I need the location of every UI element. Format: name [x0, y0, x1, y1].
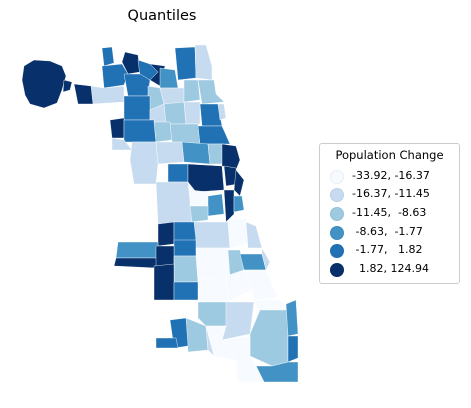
map-area — [227, 217, 249, 249]
map-area — [193, 221, 231, 249]
map-area — [155, 141, 185, 165]
map-area — [223, 189, 235, 223]
map-area — [183, 79, 201, 103]
map-area — [197, 301, 229, 327]
legend-label: -11.45, -8.63 — [352, 206, 427, 219]
map-area — [155, 337, 179, 349]
map-area — [129, 141, 159, 185]
map-area — [195, 247, 231, 281]
map-area — [197, 125, 231, 145]
map-area — [113, 257, 159, 269]
legend-swatch — [330, 226, 344, 240]
map-area — [221, 301, 255, 341]
legend-item: 1.82, 124.94 — [330, 262, 460, 278]
legend-label: -33.92, -16.37 — [352, 169, 430, 182]
map-area — [123, 119, 157, 143]
legend-title: Population Change — [335, 148, 444, 162]
map-title: Quantiles — [127, 8, 197, 24]
map-area — [239, 253, 267, 271]
map-area — [62, 79, 73, 93]
map-area — [261, 247, 271, 271]
legend: Population Change -33.92, -16.37 -16.37,… — [319, 143, 460, 284]
map-area — [187, 163, 225, 193]
map-area — [197, 277, 229, 303]
map-area — [153, 121, 173, 143]
legend-swatch — [330, 170, 344, 184]
map-area — [173, 281, 199, 301]
map-area — [159, 67, 179, 89]
map-area — [169, 123, 201, 145]
community-areas — [21, 44, 299, 383]
legend-item: -11.45, -8.63 — [330, 206, 460, 222]
legend-swatch — [330, 188, 344, 202]
map-area — [163, 101, 187, 125]
map-area — [90, 85, 125, 105]
map-area — [233, 169, 245, 197]
map-area — [194, 44, 213, 81]
legend-label: -16.37, -11.45 — [352, 187, 430, 200]
map-area — [121, 51, 141, 75]
map-area — [189, 189, 209, 207]
map-area — [173, 239, 197, 257]
legend-item: -1.77, 1.82 — [330, 243, 460, 259]
map-area — [155, 245, 175, 267]
legend-label: 1.82, 124.94 — [352, 262, 429, 275]
legend-label: -1.77, 1.82 — [352, 243, 423, 256]
map-area — [73, 83, 94, 105]
map-area — [174, 46, 197, 81]
map-area — [205, 325, 215, 357]
map-area — [159, 87, 185, 105]
map-area — [189, 205, 209, 223]
map-area — [181, 141, 211, 165]
map-area — [21, 59, 67, 109]
map-area — [173, 255, 199, 283]
map-area — [101, 63, 129, 89]
map-area — [155, 181, 193, 225]
map-area — [217, 103, 227, 121]
map-area — [167, 163, 189, 183]
legend-swatch — [330, 207, 344, 221]
legend-item: -8.63, -1.77 — [330, 225, 460, 241]
legend-label: -8.63, -1.77 — [352, 225, 423, 238]
map-area — [245, 221, 263, 249]
map-area — [221, 143, 241, 171]
map-area — [197, 79, 225, 105]
legend-item: -16.37, -11.45 — [330, 187, 460, 203]
map-area — [249, 309, 289, 367]
map-area — [153, 263, 175, 301]
map-area — [109, 117, 125, 139]
map-area — [123, 95, 151, 121]
map-area — [287, 335, 299, 363]
map-area — [207, 193, 225, 217]
map-area — [157, 221, 175, 247]
map-area — [101, 46, 115, 67]
map-area — [233, 195, 245, 213]
map-area — [183, 101, 201, 125]
legend-item: -33.92, -16.37 — [330, 169, 460, 185]
legend-swatch — [330, 263, 344, 277]
map-area — [285, 299, 299, 337]
map-area — [115, 241, 159, 259]
legend-swatch — [330, 244, 344, 258]
map-area — [207, 143, 225, 165]
map-area — [221, 335, 265, 383]
